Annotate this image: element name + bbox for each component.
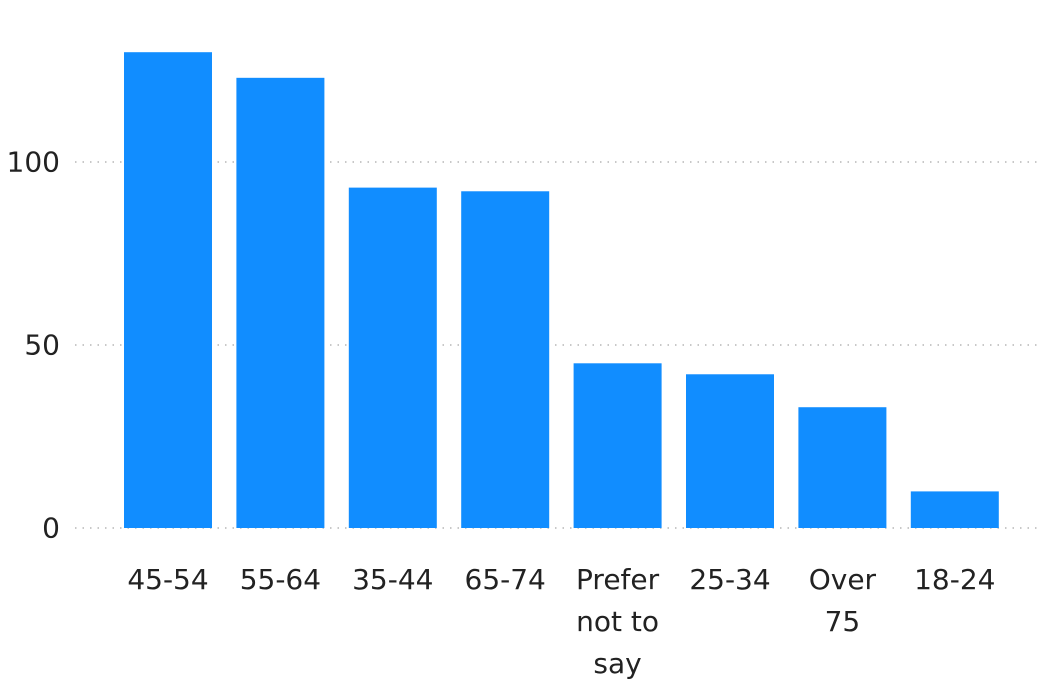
y-tick-label: 100: [7, 146, 60, 179]
y-tick-label: 0: [42, 512, 60, 545]
bar-55-64: [236, 77, 325, 528]
bar-prefer-not-to-say: [573, 363, 662, 528]
bar-35-44: [348, 187, 437, 528]
bar-over-75: [798, 407, 887, 528]
x-tick-label: 18-24: [914, 563, 995, 596]
x-tick-label: 55-64: [240, 563, 321, 596]
bars: [124, 52, 999, 528]
bar-65-74: [461, 191, 550, 528]
x-tick-label: 45-54: [127, 563, 208, 596]
x-tick-label: Prefer not to say: [576, 563, 660, 680]
bar-45-54: [124, 52, 212, 528]
y-axis: 0 50 100: [7, 146, 60, 545]
y-tick-label: 50: [24, 329, 60, 362]
x-tick-label: 25-34: [689, 563, 770, 596]
bar-25-34: [686, 374, 774, 528]
bar-18-24: [910, 491, 999, 528]
x-axis: 45-54 55-64 35-44 65-74 Prefer not to say 25-34…: [127, 563, 995, 680]
x-tick-label: 65-74: [465, 563, 546, 596]
gridlines: [75, 161, 1040, 529]
x-tick-label: 35-44: [352, 563, 433, 596]
x-tick-label: Over 75: [809, 563, 877, 638]
